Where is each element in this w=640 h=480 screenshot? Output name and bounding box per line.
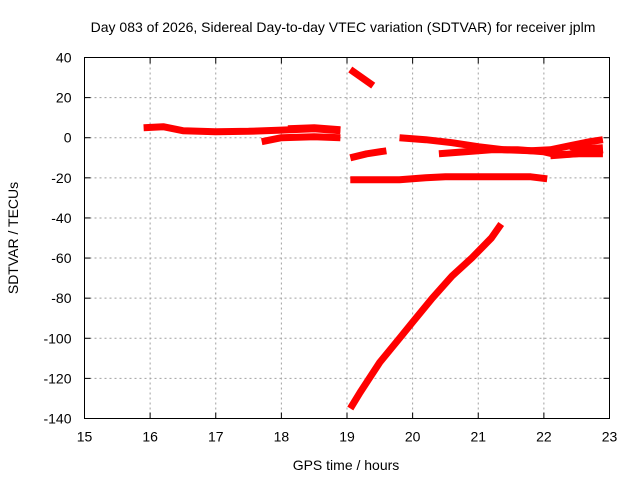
y-tick-label: -100 — [43, 330, 71, 346]
x-tick-label: 20 — [405, 429, 421, 445]
series-line-3 — [287, 124, 341, 134]
x-tick-label: 16 — [142, 429, 158, 445]
x-tick-label: 21 — [470, 429, 486, 445]
series-line-10 — [550, 150, 603, 160]
y-tick-label: -140 — [43, 411, 71, 427]
y-tick-label: -40 — [51, 210, 71, 226]
x-axis-label: GPS time / hours — [293, 457, 400, 473]
y-tick-label: -60 — [51, 250, 71, 266]
x-tick-label: 15 — [77, 429, 93, 445]
x-tick-label: 18 — [274, 429, 290, 445]
y-tick-label: -80 — [51, 290, 71, 306]
series-group — [143, 66, 604, 411]
y-tick-label: 0 — [64, 130, 72, 146]
y-tick-label: 40 — [56, 50, 72, 66]
x-tick-label: 23 — [602, 429, 618, 445]
x-tick-label: 19 — [339, 429, 355, 445]
y-axis-label: SDTVAR / TECUs — [5, 182, 21, 294]
y-tick-label: -120 — [43, 370, 71, 386]
series-line-9 — [569, 143, 604, 153]
series-line-4 — [348, 66, 376, 89]
y-tick-label: 20 — [56, 90, 72, 106]
series-line-2 — [261, 133, 341, 146]
chart-title: Day 083 of 2026, Sidereal Day-to-day VTE… — [91, 19, 596, 35]
x-tick-label: 17 — [208, 429, 224, 445]
series-line-6 — [350, 173, 548, 184]
y-tick-label: -20 — [51, 170, 71, 186]
tick-labels: 15 16 17 18 19 20 21 22 23 40 20 0 -20 -40 -60 -80 -100 -… — [43, 50, 617, 445]
series-line-5 — [349, 147, 387, 162]
series-line-11 — [347, 221, 505, 411]
ticks — [84, 57, 610, 419]
x-tick-label: 22 — [536, 429, 552, 445]
grid — [84, 57, 610, 419]
